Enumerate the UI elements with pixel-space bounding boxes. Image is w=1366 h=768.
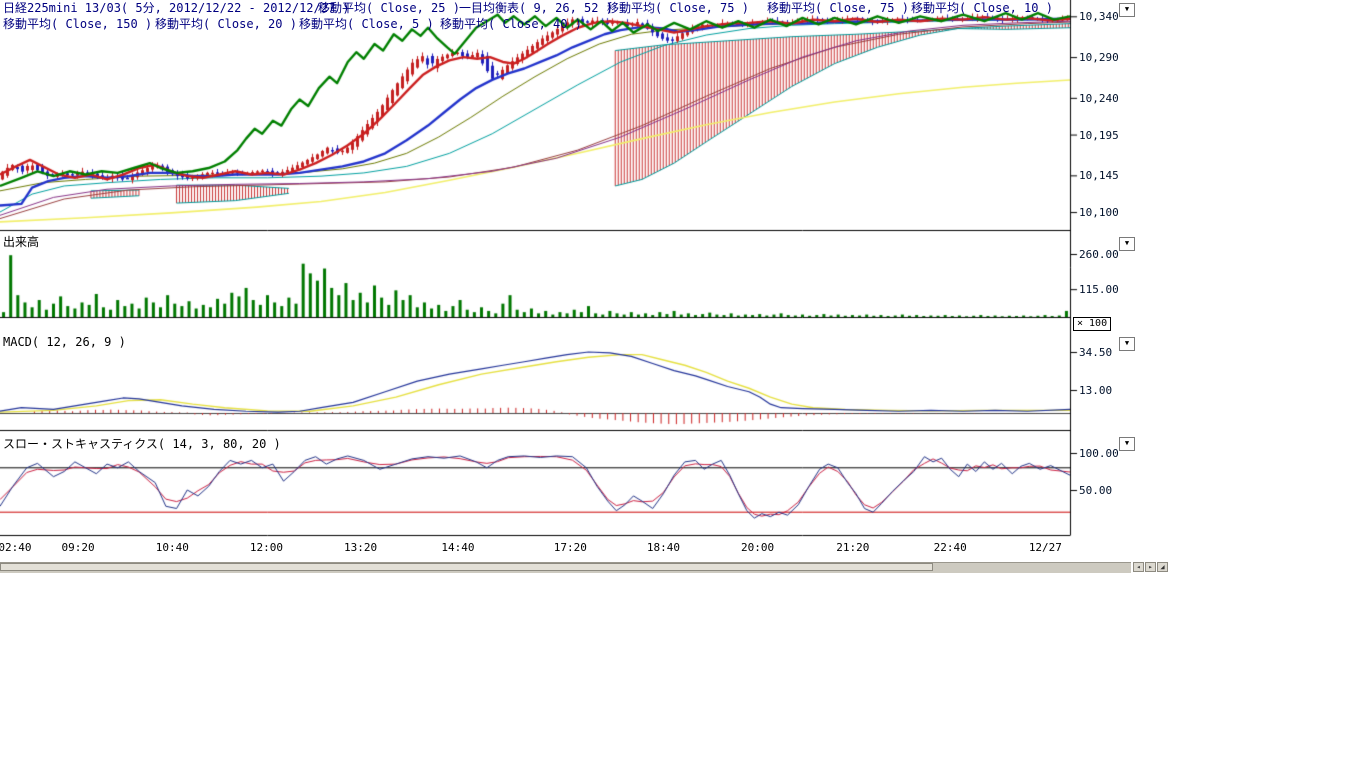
price-axis-label: 10,340	[1079, 10, 1119, 23]
legend-ma-40: 移動平均( Close, 40 )	[440, 18, 582, 31]
volume-axis-label: 115.00	[1079, 283, 1119, 296]
chart-canvas[interactable]	[0, 0, 1132, 562]
macd-axis-label: 13.00	[1079, 384, 1112, 397]
legend-instrument: 日経225mini 13/03( 5分, 2012/12/22 - 2012/1…	[3, 2, 350, 15]
time-axis-label: 21:20	[831, 541, 875, 554]
price-panel-dropdown-button[interactable]: ▼	[1119, 3, 1135, 17]
time-axis-label: 18:40	[641, 541, 685, 554]
price-axis-label: 10,195	[1079, 129, 1119, 142]
price-axis-label: 10,290	[1079, 51, 1119, 64]
time-axis-label: 02:40	[0, 541, 37, 554]
horizontal-scrollbar-thumb[interactable]	[0, 563, 933, 571]
chart-application-window: 日経225mini 13/03( 5分, 2012/12/22 - 2012/1…	[0, 0, 1366, 768]
time-axis-label: 12/27	[1023, 541, 1067, 554]
scroll-right-button[interactable]: ▸	[1145, 562, 1156, 572]
legend-ma-20: 移動平均( Close, 20 )	[155, 18, 297, 31]
time-axis-label: 10:40	[150, 541, 194, 554]
stoch-panel-dropdown-button[interactable]: ▼	[1119, 437, 1135, 451]
volume-axis-label: 260.00	[1079, 248, 1119, 261]
legend-ichimoku: 一目均衡表( 9, 26, 52 )	[459, 2, 613, 15]
time-axis-label: 13:20	[339, 541, 383, 554]
macd-panel-label: MACD( 12, 26, 9 )	[3, 335, 126, 349]
price-axis-label: 10,145	[1079, 169, 1119, 182]
time-axis-label: 20:00	[736, 541, 780, 554]
volume-panel-label: 出来高	[3, 233, 39, 250]
stoch-axis-label: 100.00	[1079, 447, 1119, 460]
horizontal-scrollbar-track[interactable]	[0, 562, 1131, 573]
time-axis-label: 17:20	[548, 541, 592, 554]
legend-ma-75b: 移動平均( Close, 75 )	[767, 2, 909, 15]
time-axis-label: 12:00	[244, 541, 288, 554]
resize-grip-icon[interactable]: ◢	[1157, 562, 1168, 572]
volume-unit-box: × 100	[1073, 317, 1111, 331]
legend-ma-75a: 移動平均( Close, 75 )	[607, 2, 749, 15]
macd-axis-label: 34.50	[1079, 346, 1112, 359]
time-axis-label: 14:40	[436, 541, 480, 554]
volume-panel-dropdown-button[interactable]: ▼	[1119, 237, 1135, 251]
legend-ma-150: 移動平均( Close, 150 )	[3, 18, 152, 31]
time-axis-label: 22:40	[928, 541, 972, 554]
price-axis-label: 10,100	[1079, 206, 1119, 219]
scroll-left-button[interactable]: ◂	[1133, 562, 1144, 572]
stoch-axis-label: 50.00	[1079, 484, 1112, 497]
legend-ma-25: 移動平均( Close, 25 )	[318, 2, 460, 15]
macd-panel-dropdown-button[interactable]: ▼	[1119, 337, 1135, 351]
legend-ma-10: 移動平均( Close, 10 )	[911, 2, 1053, 15]
time-axis-label: 09:20	[56, 541, 100, 554]
legend-ma-5: 移動平均( Close, 5 )	[299, 18, 434, 31]
stoch-panel-label: スロー・ストキャスティクス( 14, 3, 80, 20 )	[3, 435, 281, 452]
price-axis-label: 10,240	[1079, 92, 1119, 105]
